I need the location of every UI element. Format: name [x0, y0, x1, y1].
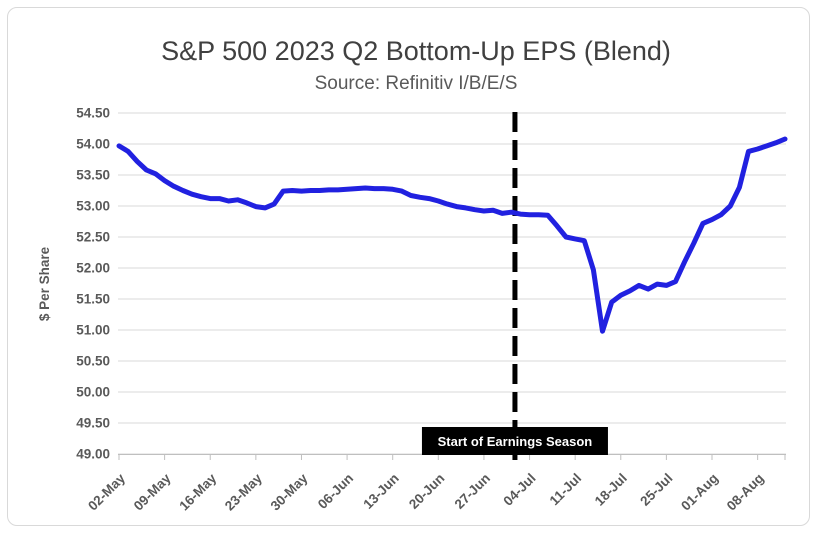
x-tick-label: 13-Jun — [360, 471, 401, 512]
y-axis-title: $ Per Share — [37, 246, 52, 321]
eps-series — [116, 136, 788, 334]
x-tick-label: 18-Jul — [592, 471, 630, 509]
eps-line-chart: S&P 500 2023 Q2 Bottom-Up EPS (Blend) So… — [37, 36, 788, 514]
chart-subtitle: Source: Refinitiv I/B/E/S — [315, 73, 518, 94]
x-tick-label: 04-Jul — [500, 471, 538, 509]
x-tick-label: 09-May — [131, 470, 174, 513]
x-tick-label: 06-Jun — [315, 471, 356, 512]
x-tick-label: 02-May — [85, 470, 128, 513]
y-tick-label: 51.00 — [76, 323, 110, 338]
y-tick-label: 52.50 — [76, 230, 110, 245]
x-tick-label: 11-Jul — [547, 471, 585, 509]
y-tick-label: 53.50 — [76, 168, 110, 183]
y-tick-label: 50.00 — [76, 385, 110, 400]
chart-frame: S&P 500 2023 Q2 Bottom-Up EPS (Blend) So… — [7, 7, 810, 526]
y-tick-label: 49.00 — [76, 447, 110, 462]
y-tick-label: 52.00 — [76, 261, 110, 276]
y-tick-label: 51.50 — [76, 292, 110, 307]
eps-line — [116, 136, 788, 334]
y-tick-label: 54.50 — [76, 106, 110, 121]
y-tick-label: 50.50 — [76, 354, 110, 369]
y-tick-label: 49.50 — [76, 416, 110, 431]
x-tick-label: 30-May — [268, 470, 311, 513]
x-axis: 02-May 09-May 16-May 23-May 30-May 06-Jun 13-J… — [85, 454, 786, 514]
y-tick-label: 54.00 — [76, 137, 110, 152]
y-tick-label: 53.00 — [76, 199, 110, 214]
x-tick-label: 25-Jul — [637, 471, 675, 509]
x-tick-label: 20-Jun — [406, 471, 447, 512]
x-tick-label: 23-May — [222, 470, 265, 513]
x-tick-label: 27-Jun — [452, 471, 493, 512]
earnings-season-annotation: Start of Earnings Season — [421, 427, 608, 455]
x-tick-label: 01-Aug — [678, 471, 721, 514]
gridlines — [118, 112, 786, 455]
earnings-season-label-text: Start of Earnings Season — [438, 434, 593, 449]
x-tick-label: 16-May — [176, 470, 219, 513]
y-tick-labels: 49.00 49.50 50.00 50.50 51.00 51.50 52.00 52.50… — [76, 106, 110, 462]
chart-title: S&P 500 2023 Q2 Bottom-Up EPS (Blend) — [161, 36, 671, 66]
x-tick-label: 08-Aug — [724, 471, 767, 514]
earnings-season-label-box — [421, 427, 608, 455]
